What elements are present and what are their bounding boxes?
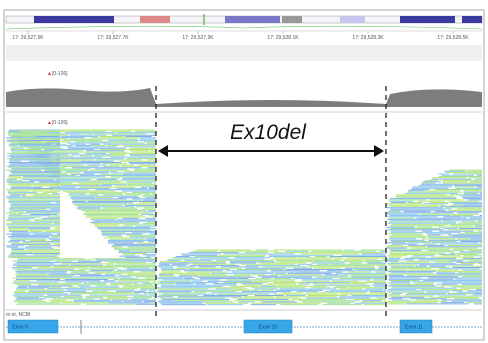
ruler-label: 17: 29,527.5K <box>12 35 44 41</box>
deletion-label: Ex10del <box>230 121 307 144</box>
band <box>462 16 482 23</box>
ruler-label: 17: 29,528.1K <box>267 35 299 41</box>
alignment-label: ▲[0-126] <box>47 120 68 126</box>
ruler-label: 17: 29,528.5K <box>437 35 469 41</box>
gene-track-label: m nt, NCBI <box>6 312 30 318</box>
exon-label: Exon 9 <box>12 324 28 330</box>
band <box>340 16 365 23</box>
band <box>400 16 455 23</box>
exon-label: Exon 10 <box>259 324 278 330</box>
ruler-label: 17: 29,527.7K <box>97 35 129 41</box>
igv-screenshot: 17: 29,527.5K 17: 29,527.7K 17: 29,527.9K 1… <box>0 0 488 343</box>
coverage-label: ▲[0-126] <box>47 71 68 77</box>
sequence-band <box>6 45 482 61</box>
band <box>140 16 170 23</box>
band <box>34 16 114 23</box>
ruler-label: 17: 29,528.3K <box>352 35 384 41</box>
coverage-range: [0-126] <box>52 71 68 77</box>
band <box>282 16 302 23</box>
exon-label: Exon 11 <box>405 324 423 330</box>
ruler-label: 17: 29,527.9K <box>182 35 214 41</box>
alignment-range: [0-126] <box>52 120 68 126</box>
band <box>225 16 280 23</box>
